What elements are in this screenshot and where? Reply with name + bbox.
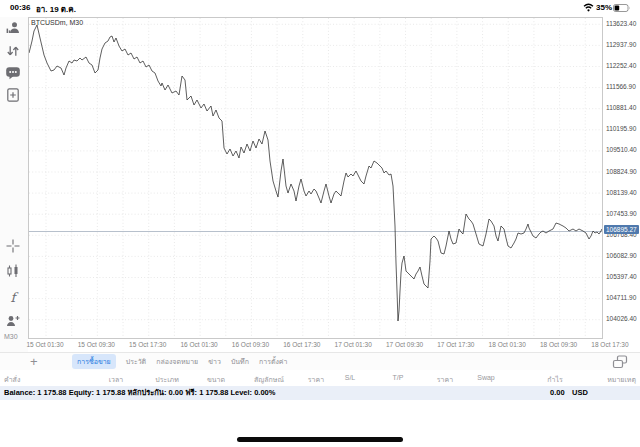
status-date: อา. 19 ต.ค. xyxy=(36,3,76,16)
time-axis-label: 18 Oct 09:30 xyxy=(540,341,577,348)
price-axis-label: 110195.90 xyxy=(606,125,636,132)
wifi-icon xyxy=(583,3,594,12)
add-tab-button[interactable]: + xyxy=(30,353,38,370)
column-header[interactable]: หมายเหตุ xyxy=(607,374,636,385)
community-icon[interactable] xyxy=(5,20,21,36)
profit-value: 0.00 xyxy=(550,386,565,400)
new-order-icon[interactable] xyxy=(5,87,21,103)
price-axis-label: 111566.90 xyxy=(606,83,636,90)
battery-icon xyxy=(613,4,631,12)
time-axis-label: 18 Oct 01:30 xyxy=(489,341,526,348)
column-header[interactable]: ราคา xyxy=(308,374,324,385)
time-axis-label: 18 Oct 17:30 xyxy=(591,341,628,348)
window-layout-icon[interactable] xyxy=(612,354,628,370)
tab-5[interactable]: การตั้งค่า xyxy=(259,356,288,367)
profit-currency: USD xyxy=(572,386,588,400)
home-indicator[interactable] xyxy=(237,437,403,442)
column-header[interactable]: กำไร xyxy=(547,374,562,385)
column-header[interactable]: คำสั่ง xyxy=(4,374,20,385)
column-header[interactable]: สัญลักษณ์ xyxy=(254,374,284,385)
price-axis-label: 109510.40 xyxy=(606,146,637,153)
column-header[interactable]: ประเภท xyxy=(155,374,179,385)
price-axis-label: 107453.90 xyxy=(606,210,637,217)
time-axis-label: 15 Oct 09:30 xyxy=(78,341,115,348)
left-toolbar: f M30 xyxy=(0,17,28,352)
functions-icon[interactable]: f xyxy=(5,288,21,304)
current-price-tag: 106895.27 xyxy=(604,225,639,234)
column-header[interactable]: Swap xyxy=(477,374,495,381)
tab-2[interactable]: กล่องจดหมาย xyxy=(156,356,198,367)
tab-4[interactable]: บันทึก xyxy=(231,356,249,367)
price-axis-label: 106082.90 xyxy=(606,252,637,259)
tab-0[interactable]: การซื้อขาย xyxy=(72,354,116,369)
trade-icon[interactable] xyxy=(5,43,21,59)
column-header[interactable]: เวลา xyxy=(109,374,124,385)
battery-percent: 35% xyxy=(596,3,612,12)
price-axis-label: 112937.90 xyxy=(606,41,636,48)
price-axis-label: 113623.40 xyxy=(606,20,636,27)
price-axis-label: 104711.90 xyxy=(606,294,636,301)
column-header[interactable]: ราคา xyxy=(437,374,453,385)
tabs: การซื้อขาย ประวัติ กล่องจดหมาย ข่าว บันทึก กา… xyxy=(72,353,287,370)
price-axis-label: 104026.40 xyxy=(606,315,637,322)
price-axis-label: 108139.40 xyxy=(606,189,637,196)
status-time: 00:36 xyxy=(10,3,30,12)
chart-area[interactable] xyxy=(28,17,603,339)
status-bar: 00:36 อา. 19 ต.ค. 35% xyxy=(0,0,640,17)
crosshair-icon[interactable] xyxy=(5,238,21,254)
column-header[interactable]: T/P xyxy=(393,374,404,381)
time-axis-label: 15 Oct 17:30 xyxy=(129,341,166,348)
time-axis-label: 17 Oct 01:30 xyxy=(335,341,372,348)
price-line xyxy=(29,25,602,321)
chart-symbol-label: BTCUSDm, M30 xyxy=(31,19,83,26)
price-axis-label: 112252.40 xyxy=(606,62,636,69)
indicators-icon[interactable] xyxy=(5,263,21,279)
orders-table-header: คำสั่ง เวลา ประเภท ขนาด สัญลักษณ์ ราคา S/L T/P ร… xyxy=(0,370,640,386)
tab-3[interactable]: ข่าว xyxy=(208,356,221,367)
price-axis-label: 108824.90 xyxy=(606,168,637,175)
price-axis-label: 105397.40 xyxy=(606,273,637,280)
account-summary-text: Balance: 1 175.88 Equity: 1 175.88 หลักป… xyxy=(4,386,275,400)
chat-icon[interactable] xyxy=(5,65,21,81)
time-axis-label: 16 Oct 09:30 xyxy=(232,341,269,348)
bottom-tab-bar: + การซื้อขาย ประวัติ กล่องจดหมาย ข่าว บันทึก… xyxy=(0,352,640,370)
timeframe-label[interactable]: M30 xyxy=(4,333,18,340)
copy-trading-icon[interactable] xyxy=(5,313,21,329)
time-axis-label: 16 Oct 01:30 xyxy=(180,341,217,348)
time-axis-label: 17 Oct 17:30 xyxy=(437,341,474,348)
column-header[interactable]: ขนาด xyxy=(207,374,225,385)
column-header[interactable]: S/L xyxy=(345,374,356,381)
tab-1[interactable]: ประวัติ xyxy=(126,356,146,367)
time-axis-label: 17 Oct 09:30 xyxy=(386,341,423,348)
time-axis-label: 16 Oct 17:30 xyxy=(283,341,320,348)
price-axis-label: 110881.40 xyxy=(606,104,636,111)
time-axis-label: 15 Oct 01:30 xyxy=(26,341,63,348)
account-summary-bar: Balance: 1 175.88 Equity: 1 175.88 หลักป… xyxy=(0,386,640,400)
